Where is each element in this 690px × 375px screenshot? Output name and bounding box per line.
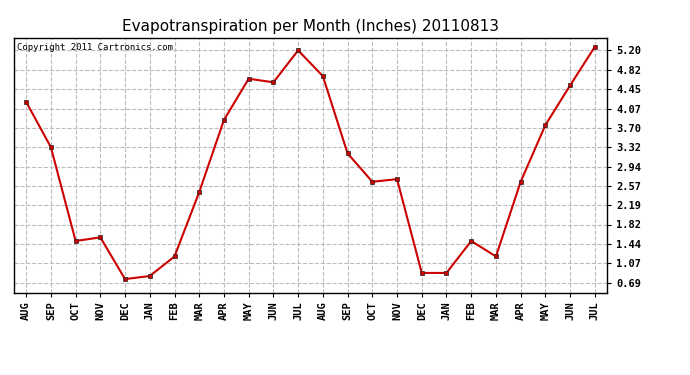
- Title: Evapotranspiration per Month (Inches) 20110813: Evapotranspiration per Month (Inches) 20…: [122, 18, 499, 33]
- Text: Copyright 2011 Cartronics.com: Copyright 2011 Cartronics.com: [17, 43, 172, 52]
